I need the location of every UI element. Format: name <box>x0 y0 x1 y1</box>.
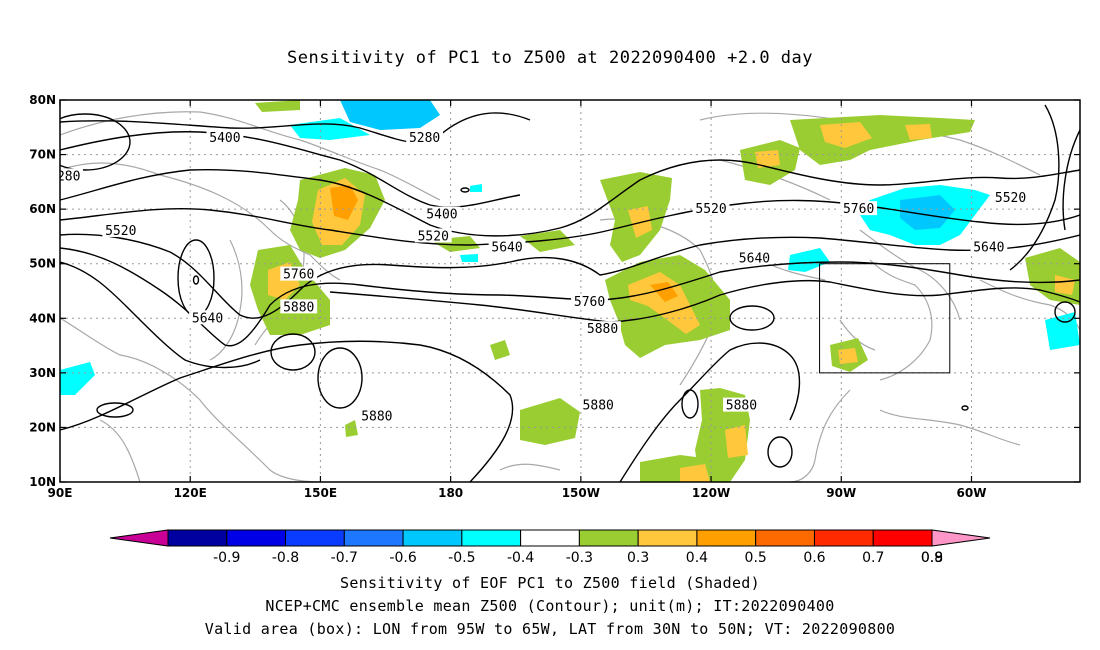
colorbar-label: -0.7 <box>331 550 358 566</box>
lat-tick-label: 10N <box>29 475 56 489</box>
axes: 10N 20N 30N 40N 50N 60N 70N 80N 90E 120E 150E 180 15… <box>29 93 1080 500</box>
colorbar-swatch <box>637 529 698 547</box>
colorbar-label: -0.8 <box>272 550 299 566</box>
contour-label-bg <box>970 239 1008 254</box>
contour-label-bg <box>692 201 730 216</box>
contour-label: 5400 <box>426 208 457 223</box>
colorbar-swatch <box>167 529 228 547</box>
colorbar-low-cap <box>109 529 169 547</box>
colorbar-label: 0.9 <box>921 550 943 566</box>
lon-tick-label: 180 <box>438 486 463 500</box>
colorbar-label: 0.3 <box>627 550 649 566</box>
contour-label-bg <box>189 310 226 325</box>
colorbar: -0.9 -0.8 -0.7 -0.6 -0.5 -0.4 -0.3 0.3 0.4 0.5 0.6… <box>109 529 991 566</box>
colorbar-label: 0.5 <box>745 550 767 566</box>
contour-label-bg <box>280 299 318 314</box>
contour-label-bg <box>736 250 773 265</box>
contour-label-bg <box>840 201 878 216</box>
lat-tick-label: 80N <box>29 93 56 107</box>
lon-tick-label: 120W <box>692 486 730 500</box>
contour-label-bg <box>488 239 526 254</box>
sensitivity-map: 5400 5280 280 5520 5400 5520 5640 5760 5880 5640 5… <box>29 93 1081 566</box>
lat-tick-label: 60N <box>29 202 56 216</box>
contour-label: 5880 <box>583 399 614 414</box>
contour-label-bg <box>584 321 621 336</box>
map-title: Sensitivity of PC1 to Z500 at 2022090400… <box>286 48 813 68</box>
colorbar-label: 0.8 <box>921 550 943 566</box>
contour-label-bg <box>406 130 443 145</box>
contour-label: 5640 <box>739 251 770 266</box>
contour-label: 5880 <box>283 300 314 315</box>
z500-contours <box>60 104 1080 482</box>
colorbar-swatch <box>402 529 463 547</box>
contour-label-bg <box>992 190 1029 205</box>
colorbar-swatch <box>696 529 757 547</box>
colorbar-label: -0.4 <box>507 550 534 566</box>
contour-label: 5520 <box>695 202 726 217</box>
contour-label: 5520 <box>418 229 449 244</box>
contour-label-bg <box>102 222 140 237</box>
contour-label: 5640 <box>973 240 1004 255</box>
footer-line-1: Sensitivity of EOF PC1 to Z500 field (Sh… <box>340 574 760 592</box>
contour-label-bg <box>571 293 608 308</box>
colorbar-swatch <box>755 529 815 547</box>
contour-label-bg <box>723 397 760 412</box>
colorbar-swatch <box>813 529 874 547</box>
colorbar-swatch <box>285 529 345 547</box>
colorbar-swatch <box>578 529 639 547</box>
colorbar-swatch <box>872 529 933 547</box>
colorbar-label: 0.6 <box>803 550 825 566</box>
contour-label: 5760 <box>574 295 605 310</box>
colorbar-label: 0.4 <box>686 550 708 566</box>
valid-area-box <box>819 263 951 374</box>
contour-label-bg <box>280 266 318 281</box>
lat-tick-label: 30N <box>29 366 56 380</box>
contour-label: 280 <box>57 169 80 184</box>
colorbar-swatch <box>343 529 404 547</box>
colorbar-swatch <box>520 529 580 547</box>
contour-label: 5520 <box>105 224 136 239</box>
footer-line-3: Valid area (box): LON from 95W to 65W, L… <box>204 620 896 638</box>
lon-tick-label: 90W <box>826 486 856 500</box>
contour-label-bg <box>423 206 461 221</box>
contour-label-bg <box>414 228 452 243</box>
contour-label: 5640 <box>192 311 223 326</box>
contour-label-bg <box>60 168 83 183</box>
contour-label: 5880 <box>361 410 392 425</box>
lon-tick-label: 150W <box>562 486 600 500</box>
colorbar-label: -0.5 <box>448 550 475 566</box>
colorbar-swatch <box>226 529 287 547</box>
contour-label-bg <box>358 408 396 423</box>
contour-label: 5760 <box>843 202 874 217</box>
contour-label: 5280 <box>409 131 440 146</box>
lon-tick-label: 120E <box>174 486 207 500</box>
colorbar-swatch <box>461 529 522 547</box>
contour-label-bg <box>206 130 244 145</box>
contour-label: 5520 <box>995 191 1026 206</box>
lat-tick-label: 40N <box>29 311 56 325</box>
contour-label: 5880 <box>587 322 618 337</box>
lon-tick-label: 90E <box>48 486 73 500</box>
lat-tick-label: 50N <box>29 257 56 271</box>
colorbar-label: -0.9 <box>213 550 240 566</box>
plot-frame <box>59 99 1081 483</box>
map-layers: 5400 5280 280 5520 5400 5520 5640 5760 5880 5640 5… <box>57 100 1080 482</box>
lon-tick-label: 150E <box>304 486 337 500</box>
lat-tick-label: 70N <box>29 148 56 162</box>
lat-tick-label: 20N <box>29 420 56 434</box>
contour-label: 5400 <box>209 131 240 146</box>
colorbar-label: 0.7 <box>862 550 884 566</box>
footer-line-2: NCEP+CMC ensemble mean Z500 (Contour); u… <box>265 597 835 615</box>
lon-tick-label: 60W <box>957 486 987 500</box>
colorbar-high-cap <box>931 529 991 547</box>
grid-lines <box>60 100 1080 482</box>
contour-label: 5760 <box>283 268 314 283</box>
colorbar-label: -0.3 <box>566 550 593 566</box>
contour-label-bg <box>579 397 617 412</box>
contour-labels: 5400 5280 280 5520 5400 5520 5640 5760 5880 5640 5… <box>57 130 1029 425</box>
colorbar-label: -0.6 <box>389 550 416 566</box>
contour-label: 5880 <box>726 399 757 414</box>
contour-label: 5640 <box>491 240 522 255</box>
